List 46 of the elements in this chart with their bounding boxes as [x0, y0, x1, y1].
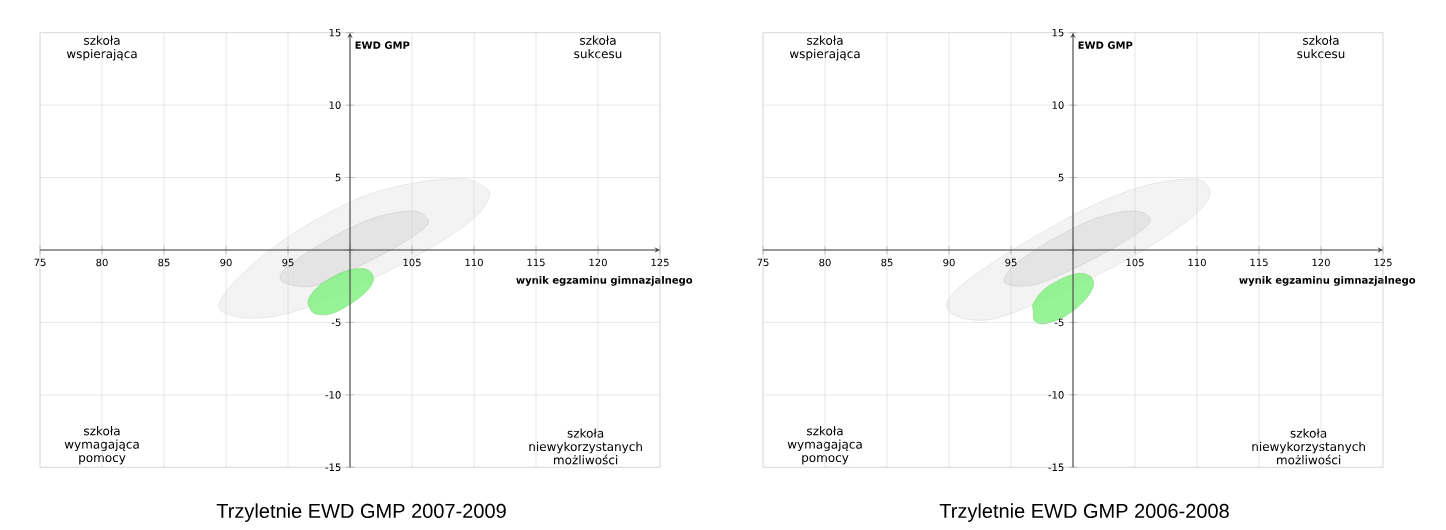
x-tick-label: 125 [1374, 258, 1392, 267]
x-tick-label: 90 [943, 258, 955, 267]
x-tick-label: 110 [465, 258, 483, 267]
annotation: szkoła niewykorzystanych możliwości [529, 428, 642, 465]
y-tick-label: 15 [329, 28, 341, 37]
annotation: szkoła wspierająca [66, 35, 137, 61]
y-tick-label: 10 [1052, 101, 1064, 109]
x-tick-label: 85 [881, 258, 893, 267]
y-tick-label: -5 [1054, 318, 1064, 327]
y-tick-label: 10 [329, 101, 341, 109]
x-tick-label: 80 [96, 258, 108, 267]
annotation: szkoła wymagająca pomocy [64, 426, 139, 465]
y-tick-label: 5 [1058, 173, 1064, 182]
text: Trzyletnie EWD GMP 2007-2009 [216, 503, 506, 522]
y-tick-label: -10 [325, 391, 341, 399]
x-tick-label: 115 [1250, 258, 1268, 267]
x-tick-label: 95 [1005, 258, 1017, 267]
annotation: szkoła wymagająca pomocy [787, 426, 862, 465]
y-axis-title: EWD GMP [1078, 41, 1133, 49]
x-tick-label: 95 [282, 258, 294, 267]
x-tick-label: 75 [757, 258, 769, 267]
y-tick-label: -10 [1048, 391, 1064, 399]
x-tick-label: 85 [158, 258, 170, 267]
x-tick-label: 110 [1188, 258, 1206, 267]
y-tick-label: 5 [335, 173, 341, 182]
y-tick-label: -15 [325, 463, 341, 472]
y-axis-title: EWD GMP [355, 41, 410, 49]
x-tick-label: 120 [1312, 258, 1330, 267]
x-tick-label: 105 [403, 258, 421, 267]
annotation: szkoła sukcesu [1297, 35, 1345, 59]
annotation: szkoła niewykorzystanych możliwości [1252, 428, 1365, 465]
y-tick-label: -15 [1048, 463, 1064, 472]
x-tick-label: 105 [1126, 258, 1144, 267]
text: Trzyletnie EWD GMP 2006-2008 [939, 503, 1229, 522]
y-tick-label: 15 [1052, 28, 1064, 37]
annotation: szkoła wspierająca [789, 35, 860, 61]
x-tick-label: 120 [589, 258, 607, 267]
x-tick-label: 115 [527, 258, 545, 267]
x-tick-label: 75 [34, 258, 46, 267]
annotation: szkoła sukcesu [574, 35, 622, 59]
y-tick-label: -5 [331, 318, 341, 327]
x-axis-title: wynik egzaminu gimnazjalnego [1239, 276, 1416, 286]
x-tick-label: 125 [651, 258, 669, 267]
x-tick-label: 80 [819, 258, 831, 267]
x-tick-label: 90 [220, 258, 232, 267]
x-axis-title: wynik egzaminu gimnazjalnego [516, 276, 693, 286]
